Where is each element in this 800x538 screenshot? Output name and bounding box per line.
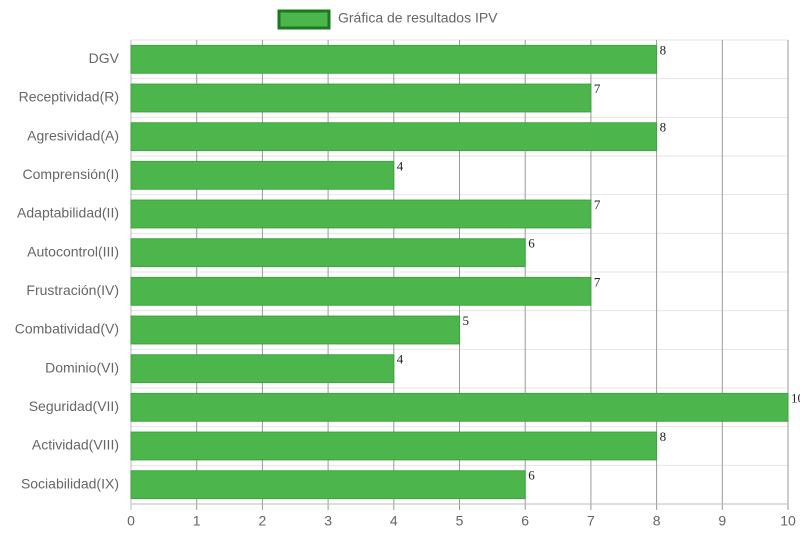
y-tick-label: Comprensión(I) [23, 166, 119, 182]
bar [130, 83, 592, 113]
value-label: 4 [397, 352, 404, 367]
value-label: 7 [594, 197, 601, 212]
bar [130, 160, 395, 190]
x-tick-label: 9 [718, 513, 726, 529]
legend-label: Gráfica de resultados IPV [338, 10, 498, 26]
y-tick-label: Combatividad(V) [15, 321, 119, 337]
y-tick-label: Adaptabilidad(II) [17, 205, 119, 221]
x-tick-label: 7 [587, 513, 595, 529]
value-label: 8 [660, 120, 667, 135]
value-label: 8 [660, 42, 667, 57]
x-tick-label: 2 [259, 513, 267, 529]
y-tick-label: Receptividad(R) [19, 89, 119, 105]
value-label: 6 [528, 468, 535, 483]
y-tick-label: DGV [89, 50, 120, 66]
y-tick-label: Seguridad(VII) [29, 398, 119, 414]
x-tick-label: 6 [521, 513, 529, 529]
value-label: 8 [660, 429, 667, 444]
bar [130, 315, 460, 345]
value-label: 4 [397, 158, 404, 173]
y-tick-label: Dominio(VI) [45, 359, 119, 375]
legend-swatch [277, 9, 331, 30]
x-tick-label: 4 [390, 513, 398, 529]
bar [130, 470, 526, 500]
bar [130, 276, 592, 306]
bar [130, 44, 658, 74]
x-tick-label: 1 [193, 513, 201, 529]
bar [130, 431, 658, 461]
bar [130, 354, 395, 384]
x-tick-label: 8 [653, 513, 661, 529]
value-label: 7 [594, 274, 601, 289]
y-tick-label: Actividad(VIII) [32, 437, 119, 453]
value-label: 5 [463, 313, 470, 328]
y-tick-label: Sociabilidad(IX) [21, 475, 119, 491]
x-tick-label: 10 [780, 513, 796, 529]
bar [130, 122, 658, 152]
bar [130, 392, 789, 422]
value-label: 7 [594, 81, 601, 96]
bar [130, 199, 592, 229]
x-tick-label: 3 [324, 513, 332, 529]
y-tick-label: Autocontrol(III) [27, 243, 119, 259]
y-tick-label: Frustración(IV) [26, 282, 119, 298]
value-label: 10 [791, 390, 800, 405]
value-label: 6 [528, 236, 535, 251]
x-tick-label: 0 [127, 513, 135, 529]
y-tick-label: Agresividad(A) [27, 127, 119, 143]
x-tick-label: 5 [456, 513, 464, 529]
bar [130, 238, 526, 268]
